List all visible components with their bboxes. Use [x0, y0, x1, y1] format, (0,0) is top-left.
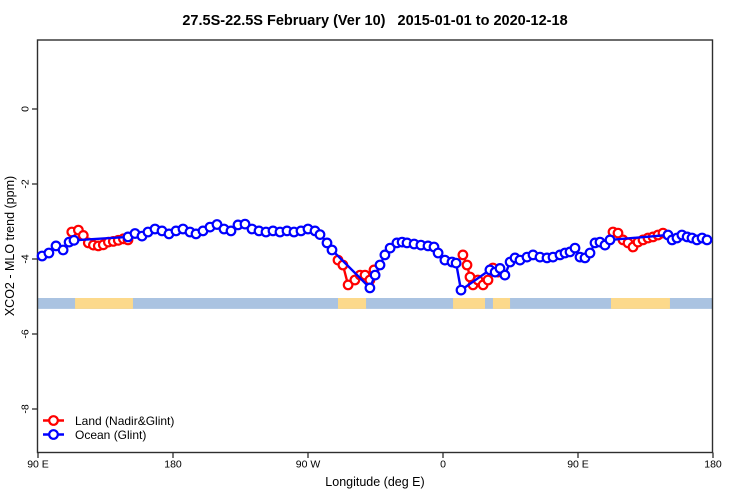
ocean-data-point	[374, 259, 386, 271]
chart-title: 27.5S-22.5S February (Ver 10) 2015-01-01…	[182, 13, 567, 29]
x-axis-tick-label: 180	[164, 459, 182, 471]
ocean-data-point	[364, 282, 376, 294]
land-data-point	[457, 249, 469, 261]
ocean-data-point	[384, 242, 396, 254]
y-axis-label: XCO2 - MLO trend (ppm)	[3, 176, 17, 316]
legend: Land (Nadir&Glint) Ocean (Glint)	[43, 414, 174, 442]
ocean-data-point	[701, 234, 713, 246]
legend-land-marker-icon	[48, 415, 59, 426]
series-layer	[36, 218, 713, 296]
x-axis-tick-label: 180	[704, 459, 722, 471]
ocean-data-point	[499, 269, 511, 281]
land-band-segment	[338, 298, 367, 309]
land-data-point	[342, 279, 354, 291]
legend-ocean-label: Ocean (Glint)	[75, 428, 146, 442]
land-data-point	[612, 227, 624, 239]
x-axis-tick-label: 90 E	[27, 459, 49, 471]
x-axis-tick-label: 0	[440, 459, 446, 471]
land-data-point	[482, 274, 494, 286]
land-band-segment	[611, 298, 670, 309]
ocean-data-point	[68, 234, 80, 246]
y-axis-tick-label: -2	[20, 179, 32, 188]
y-axis-tick-label: 0	[20, 106, 32, 112]
ocean-data-point	[432, 247, 444, 259]
plot-box	[36, 39, 714, 454]
surface-band-layer	[38, 298, 713, 309]
land-band-segment	[492, 298, 511, 309]
ocean-data-point	[239, 218, 251, 230]
ocean-data-point	[314, 229, 326, 241]
y-axis-tick-label: -8	[20, 404, 32, 413]
ocean-data-point	[450, 257, 462, 269]
y-axis-tick-label: -6	[20, 329, 32, 338]
land-band-segment	[75, 298, 133, 309]
x-axis-tick-label: 90 E	[567, 459, 589, 471]
ocean-band	[38, 298, 713, 309]
ocean-data-point	[57, 244, 69, 256]
legend-ocean-marker-icon	[48, 429, 59, 440]
land-band-segment	[453, 298, 485, 309]
land-data-point	[461, 259, 473, 271]
ocean-data-point	[604, 234, 616, 246]
ocean-data-point	[455, 284, 467, 296]
axes-layer: 90 E 180 90 W 0 90 E 180 0 -2 -4 -6 -8	[20, 39, 722, 471]
legend-land-label: Land (Nadir&Glint)	[75, 414, 174, 428]
ocean-data-point	[369, 269, 381, 281]
x-axis-label: Longitude (deg E)	[325, 475, 424, 489]
ocean-data-point	[321, 237, 333, 249]
ocean-data-point	[326, 244, 338, 256]
y-axis-tick-label: -4	[20, 254, 32, 263]
ocean-data-point	[225, 225, 237, 237]
ocean-data-point	[569, 242, 581, 254]
ocean-data-point	[379, 249, 391, 261]
x-axis-tick-label: 90 W	[296, 459, 321, 471]
ocean-data-point	[584, 247, 596, 259]
ocean-data-point	[43, 247, 55, 259]
